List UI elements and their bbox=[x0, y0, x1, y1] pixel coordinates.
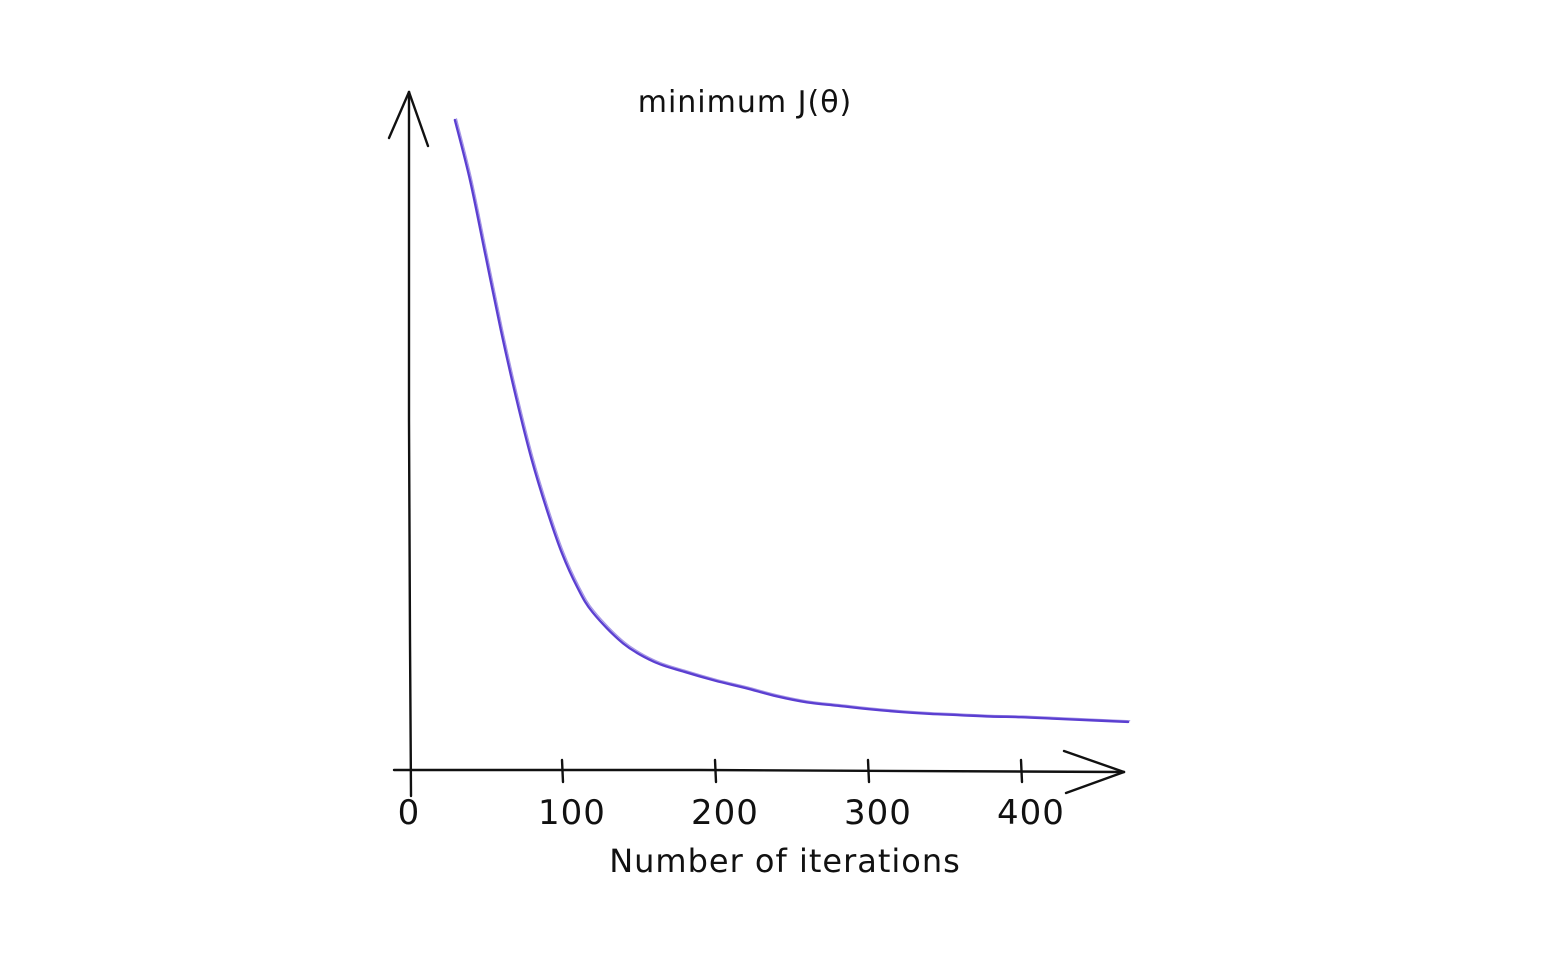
x-tick-mark bbox=[866, 758, 871, 784]
x-tick-label: 400 bbox=[997, 793, 1065, 833]
x-tick-labels: 0 100 200 300 400 bbox=[398, 793, 1065, 833]
x-axis-line bbox=[392, 768, 1126, 774]
x-axis-arrow-top bbox=[1062, 749, 1126, 774]
x-tick-label: 200 bbox=[691, 793, 759, 833]
x-tick-label: 0 bbox=[398, 793, 421, 833]
x-tick-label: 100 bbox=[538, 793, 606, 833]
series-line-stroke bbox=[455, 118, 1131, 722]
x-tick-mark bbox=[1019, 758, 1024, 784]
y-axis bbox=[387, 90, 430, 798]
x-axis bbox=[392, 749, 1126, 795]
series-group bbox=[453, 118, 1131, 724]
x-axis-label: Number of iterations bbox=[609, 842, 961, 880]
y-axis-line bbox=[407, 90, 413, 798]
x-ticks bbox=[560, 758, 1024, 784]
chart-title: minimum J(θ) bbox=[638, 85, 853, 120]
x-tick-mark bbox=[713, 758, 718, 784]
y-axis-arrow-left bbox=[387, 90, 411, 140]
x-tick-mark bbox=[560, 758, 565, 784]
x-axis-arrow-bottom bbox=[1064, 770, 1126, 795]
y-axis-arrow-right bbox=[407, 90, 430, 148]
x-tick-label: 300 bbox=[844, 793, 912, 833]
series-line bbox=[453, 118, 1130, 724]
